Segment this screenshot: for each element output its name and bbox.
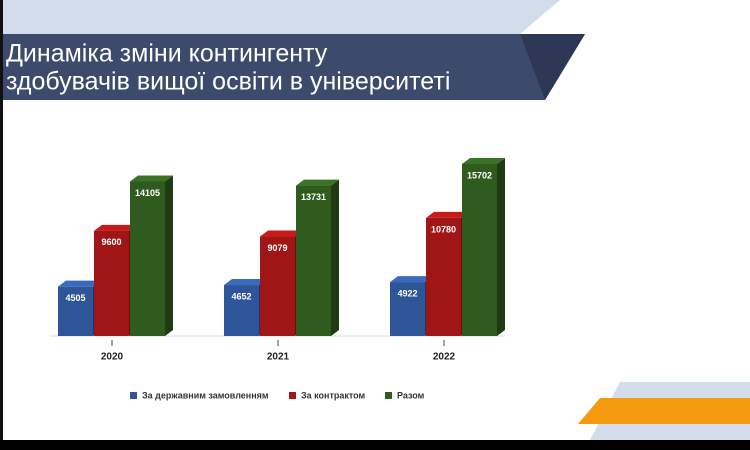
legend-label: Разом — [397, 390, 425, 400]
x-tick-label: 2022 — [433, 352, 456, 363]
bar-top — [426, 211, 469, 218]
bar — [462, 164, 497, 336]
legend-swatch — [289, 392, 296, 399]
legend-swatch — [130, 392, 137, 399]
bar — [58, 286, 93, 336]
legend-swatch — [385, 392, 392, 399]
value-label: 4505 — [65, 293, 85, 303]
bar — [260, 236, 295, 336]
value-label: 10780 — [431, 224, 456, 234]
legend-label: За державним замовленням — [142, 390, 269, 400]
banner-edge — [520, 34, 585, 100]
bar-top — [224, 279, 267, 286]
bar-top — [390, 276, 433, 283]
chart-title: Динаміка зміни контингенту — [6, 40, 328, 68]
bar-top — [296, 179, 339, 186]
value-label: 13731 — [301, 192, 326, 202]
banner — [0, 34, 585, 100]
bar — [130, 181, 165, 336]
left-edge — [0, 0, 3, 440]
bar — [426, 217, 461, 336]
bar-top — [58, 280, 101, 287]
value-label: 9079 — [267, 243, 287, 253]
bar-top — [94, 224, 137, 231]
bar-top — [462, 158, 505, 164]
bar-top — [130, 175, 173, 182]
value-label: 14105 — [135, 188, 160, 198]
banner-light — [0, 0, 560, 34]
x-tick-label: 2020 — [101, 352, 124, 363]
value-label: 9600 — [101, 237, 121, 247]
bar-side — [165, 175, 173, 336]
bar-top — [260, 230, 303, 237]
bar — [296, 185, 331, 336]
legend-label: За контрактом — [301, 390, 366, 400]
value-label: 4922 — [397, 288, 417, 298]
chart-title: здобувачів вищої освіти в університеті — [6, 68, 450, 96]
x-tick-label: 2021 — [267, 352, 290, 363]
corner-orange — [578, 398, 750, 424]
value-label: 4652 — [231, 291, 251, 301]
bar-side — [497, 158, 505, 336]
bar — [224, 285, 259, 336]
bar-side — [331, 179, 339, 336]
value-label: 15702 — [467, 170, 492, 180]
bar — [390, 282, 425, 336]
bar — [94, 230, 129, 336]
